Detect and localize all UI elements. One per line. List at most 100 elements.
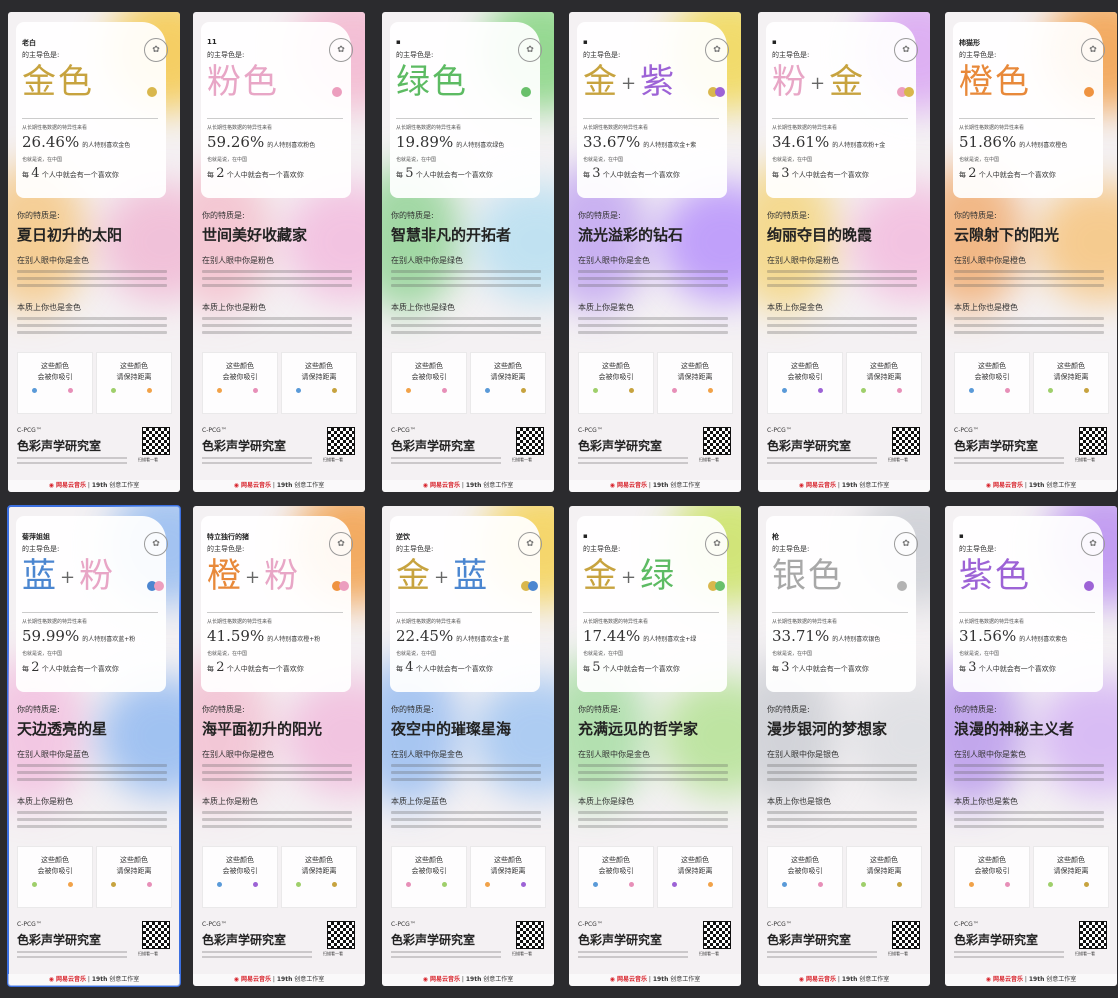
one-in-n-number: 2 <box>968 166 977 181</box>
preference-percentage: 33.71% 的人特别喜欢银色 <box>772 626 880 645</box>
dominant-color-name: 橙色 <box>959 62 1031 102</box>
attracted-colors-box: 这些颜色 会被你吸引 <box>954 352 1030 414</box>
dominant-color-name: 银色 <box>772 556 844 596</box>
box-title-line: 这些颜色 <box>494 362 522 370</box>
qr-code-icon[interactable] <box>703 921 731 949</box>
netease-logo-text: ◉ 网易云音乐 <box>798 976 837 983</box>
brand-mark: C-PCG™ <box>578 427 603 434</box>
box-title-line: 这些颜色 <box>791 856 819 864</box>
user-nickname: 老白 <box>22 39 36 47</box>
text-line <box>202 811 352 814</box>
brand-mark: C-PCG™ <box>17 921 42 928</box>
box-title-line: 这些颜色 <box>226 362 254 370</box>
qr-code-icon[interactable] <box>327 427 355 455</box>
text-line <box>391 818 541 821</box>
result-card[interactable]: 特立独行的猪 的主导色是: ✿ 橙 +粉 从长期性格数据的特异性来看 41.59% 的人特别喜… <box>193 506 365 986</box>
user-nickname: 菊萍姐姐 <box>22 533 50 541</box>
qr-code-icon[interactable] <box>1079 427 1107 455</box>
badge-seal-icon: ✿ <box>518 38 542 62</box>
attracted-colors-box: 这些颜色 会被你吸引 <box>17 846 93 908</box>
plus-sign: + <box>434 567 452 588</box>
box-title-line: 请保持距离 <box>866 373 902 381</box>
dominant-color-panel: 老白 的主导色是: ✿ 金色 从长期性格数据的特异性来看 26.46% 的人特别喜欢金色 也就… <box>16 22 168 198</box>
result-card[interactable]: ▪ 的主导色是: ✿ 绿色 从长期性格数据的特异性来看 19.89% 的人特别喜欢绿色 也就是… <box>382 12 554 492</box>
fine-print <box>578 951 688 961</box>
qr-code-icon[interactable] <box>892 921 920 949</box>
result-card[interactable]: ▪ 的主导色是: ✿ 粉 +金 从长期性格数据的特异性来看 34.61% 的人特别喜欢粉+金也… <box>758 12 930 492</box>
box-title-line: 这些颜色 <box>120 856 148 864</box>
color-swatch <box>1084 87 1094 97</box>
box-title-line: 这些颜色 <box>978 856 1006 864</box>
color-dot <box>672 388 677 393</box>
trait-label: 你的特质是: <box>17 705 60 714</box>
user-nickname: ▪ <box>772 38 777 46</box>
user-nickname: 11 <box>207 38 217 46</box>
one-in-n-number: 3 <box>781 166 790 181</box>
text-line <box>17 284 167 287</box>
qr-code-icon[interactable] <box>142 427 170 455</box>
studio-mark: 19th <box>465 976 482 983</box>
text-line <box>202 956 312 958</box>
source-line: 从长期性格数据的特异性来看 <box>583 125 649 131</box>
color-dot <box>217 388 222 393</box>
percentage-caption: 的人特别喜欢粉+金 <box>832 142 886 149</box>
box-title-line: 会被你吸引 <box>598 867 634 875</box>
qr-code-icon[interactable] <box>703 427 731 455</box>
result-card[interactable]: 菊萍姐姐 的主导色是: ✿ 蓝 +粉 从长期性格数据的特异性来看 59.99% 的人特别喜欢蓝… <box>7 505 181 987</box>
dominant-color-name: 粉 +金 <box>772 62 865 104</box>
one-in-n-line: 每 3 个人中就会有一个喜欢你 <box>959 660 1056 675</box>
color-swatch <box>154 581 164 591</box>
others-view-heading: 在别人眼中你是粉色 <box>767 256 839 265</box>
source-line: 从长期性格数据的特异性来看 <box>959 125 1025 131</box>
preference-percentage: 59.26% 的人特别喜欢粉色 <box>207 132 315 151</box>
one-in-n-number: 3 <box>781 660 790 675</box>
result-card[interactable]: ▪ 的主导色是: ✿ 紫色 从长期性格数据的特异性来看 31.56% 的人特别喜欢紫色 也就是… <box>945 506 1117 986</box>
color-dot <box>708 882 713 887</box>
percentage-value: 33.71% <box>772 627 830 645</box>
essence-heading: 本质上你也是粉色 <box>202 303 266 312</box>
dominant-color-lead: 的主导色是: <box>207 51 245 59</box>
others-view-heading: 在别人眼中你是橙色 <box>954 256 1026 265</box>
qr-code-icon[interactable] <box>516 427 544 455</box>
text-line <box>954 277 1104 280</box>
result-card[interactable]: ▪ 的主导色是: ✿ 金 +紫 从长期性格数据的特异性来看 33.67% 的人特别喜欢金+紫也… <box>569 12 741 492</box>
essence-heading: 本质上你也是金色 <box>17 303 81 312</box>
qr-code-icon[interactable] <box>892 427 920 455</box>
description-text <box>954 317 1104 338</box>
text-line <box>391 825 541 828</box>
text-line <box>391 811 541 814</box>
qr-code-icon[interactable] <box>516 921 544 949</box>
one-in-n-line: 每 4 个人中就会有一个喜欢你 <box>396 660 493 675</box>
essence-heading: 本质上你是粉色 <box>17 797 73 806</box>
result-card[interactable]: 枪的主导色是: ✿ 银色 从长期性格数据的特异性来看 33.71% 的人特别喜欢银色 也就是… <box>758 506 930 986</box>
one-in-n-line: 每 2 个人中就会有一个喜欢你 <box>207 166 304 181</box>
qr-code-icon[interactable] <box>1079 921 1107 949</box>
text-line <box>391 457 501 459</box>
text-line <box>954 270 1104 273</box>
trait-title: 夜空中的璀璨星海 <box>391 720 512 738</box>
color-name-text: 粉色 <box>207 62 279 102</box>
box-title-line: 会被你吸引 <box>974 373 1010 381</box>
user-nickname: 逆饮 <box>396 533 410 541</box>
result-card[interactable]: ▪ 的主导色是: ✿ 金 +绿 从长期性格数据的特异性来看 17.44% 的人特别喜欢金+绿也… <box>569 506 741 986</box>
box-title-line: 这些颜色 <box>870 362 898 370</box>
qr-code-icon[interactable] <box>142 921 170 949</box>
text-line <box>767 462 877 464</box>
color-dot <box>593 388 598 393</box>
netease-logo-text: ◉ 网易云音乐 <box>48 482 87 489</box>
avoid-colors-box: 这些颜色 请保持距离 <box>281 846 357 908</box>
color-dot <box>406 388 411 393</box>
color-dot <box>708 388 713 393</box>
result-card[interactable]: 老白 的主导色是: ✿ 金色 从长期性格数据的特异性来看 26.46% 的人特别喜欢金色 也就… <box>8 12 180 492</box>
brand-name: 色彩声学研究室 <box>578 439 663 453</box>
result-card[interactable]: 柿猫形 的主导色是: ✿ 橙色 从长期性格数据的特异性来看 51.86% 的人特别喜欢橙色也… <box>945 12 1117 492</box>
result-card[interactable]: 逆饮 的主导色是: ✿ 金 +蓝 从长期性格数据的特异性来看 22.45% 的人特别喜欢金+蓝… <box>382 506 554 986</box>
color-dot <box>332 882 337 887</box>
trait-label: 你的特质是: <box>391 211 434 220</box>
color-name-second: 粉 <box>79 556 116 596</box>
result-card[interactable]: 11 的主导色是: ✿ 粉色 从长期性格数据的特异性来看 59.26% 的人特别喜欢粉色 也就… <box>193 12 365 492</box>
studio-name: 创意工作室 <box>294 976 325 983</box>
qr-code-icon[interactable] <box>327 921 355 949</box>
percentage-caption: 的人特别喜欢紫色 <box>1019 636 1068 643</box>
